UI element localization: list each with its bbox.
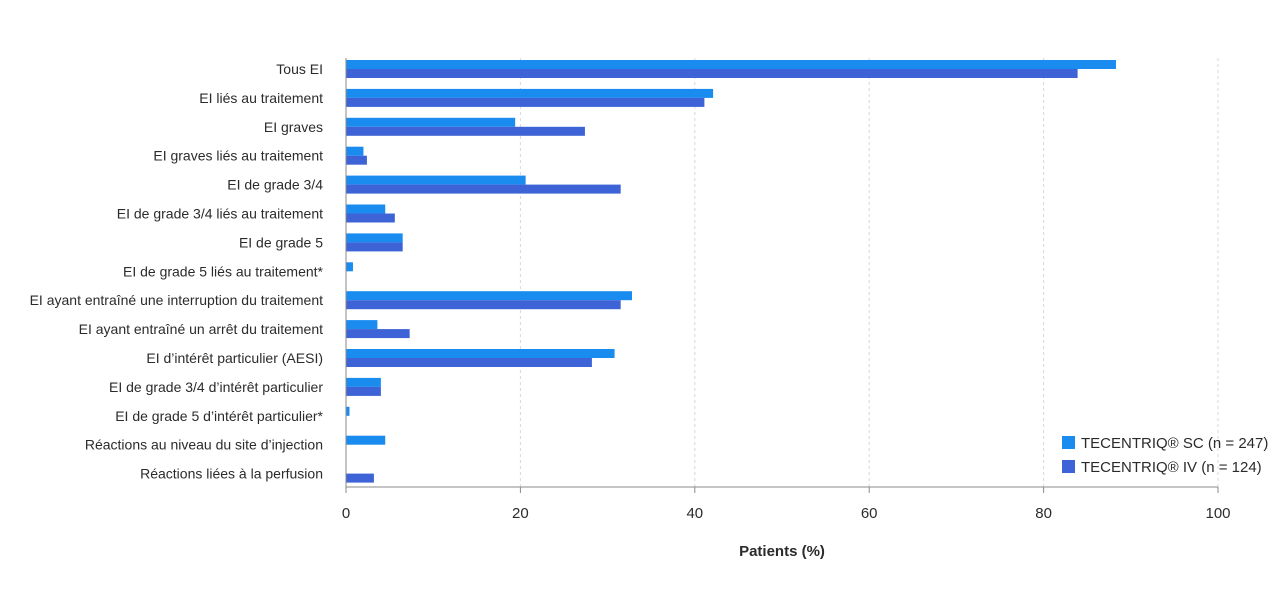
bar-sc <box>346 60 1116 69</box>
category-label: EI d’intérêt particulier (AESI) <box>146 350 323 366</box>
bar-iv <box>346 242 403 252</box>
legend-swatch-sc <box>1062 436 1075 449</box>
bar-iv <box>346 358 592 367</box>
grid-layer <box>519 58 1219 487</box>
bar-iv <box>346 300 621 310</box>
bar-iv <box>346 473 374 483</box>
bar-iv <box>346 386 381 396</box>
bar-sc <box>346 291 633 301</box>
bar-sc <box>346 175 526 185</box>
bar-iv <box>346 126 585 136</box>
category-label: EI liés au traitement <box>199 90 323 106</box>
bar-sc <box>346 88 714 98</box>
bar-sc <box>346 406 350 416</box>
category-labels: Tous EI EI liés au traitement EI graves EI … <box>30 61 324 482</box>
category-label: EI graves <box>264 119 323 135</box>
bar-sc <box>346 320 378 330</box>
bar-sc <box>346 146 364 156</box>
bar-sc <box>346 349 615 358</box>
legend-swatch-iv <box>1062 460 1075 473</box>
x-tick-label: 80 <box>1035 505 1052 522</box>
bar-iv <box>346 329 410 339</box>
category-label: Réactions liées à la perfusion <box>140 466 323 482</box>
x-tick-label: 20 <box>512 505 529 522</box>
legend-label-sc: TECENTRIQ® SC (n = 247) <box>1081 435 1268 452</box>
bar-iv <box>346 97 705 107</box>
bar-iv <box>346 213 395 223</box>
category-label: EI de grade 3/4 d’intérêt particulier <box>109 379 323 395</box>
bar-sc <box>346 117 516 127</box>
category-label: EI de grade 5 d’intérêt particulier* <box>115 408 323 424</box>
x-axis-title: Patients (%) <box>739 543 825 560</box>
legend: TECENTRIQ® SC (n = 247) TECENTRIQ® IV (n… <box>1062 435 1268 476</box>
x-tick-label: 100 <box>1205 505 1230 522</box>
category-label: EI de grade 3/4 <box>227 177 323 193</box>
category-label: EI graves liés au traitement <box>153 148 323 164</box>
bar-iv <box>346 155 367 165</box>
bar-iv <box>346 69 1078 78</box>
category-label: EI de grade 3/4 liés au traitement <box>117 206 323 222</box>
bar-sc <box>346 377 381 387</box>
bar-sc <box>346 262 353 272</box>
x-tick-label: 40 <box>686 505 703 522</box>
category-label: EI ayant entraîné une interruption du tr… <box>30 292 324 308</box>
bars-layer <box>346 60 1116 483</box>
bar-sc <box>346 435 386 445</box>
legend-label-iv: TECENTRIQ® IV (n = 124) <box>1081 459 1262 476</box>
bar-sc <box>346 233 403 243</box>
x-tick-label: 0 <box>342 505 350 522</box>
bar-sc <box>346 204 386 214</box>
category-label: EI ayant entraîné un arrêt du traitement <box>79 321 323 337</box>
bar-iv <box>346 184 621 194</box>
category-label: Tous EI <box>276 61 323 77</box>
axis-layer: 0 20 40 60 80 100 <box>342 58 1231 522</box>
x-tick-label: 60 <box>861 505 878 522</box>
category-label: EI de grade 5 <box>239 234 323 250</box>
category-label: Réactions au niveau du site d’injection <box>85 437 323 453</box>
category-label: EI de grade 5 liés au traitement* <box>123 263 324 279</box>
